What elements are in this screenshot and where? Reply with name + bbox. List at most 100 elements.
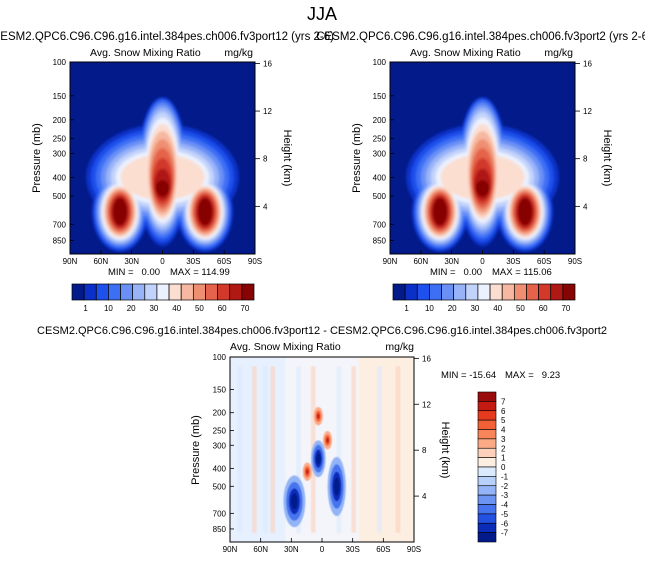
panel-2-units: mg/kg (544, 47, 573, 59)
x-tick-label: 60S (217, 257, 231, 266)
y-tick-label: 100 (53, 58, 67, 67)
x-tick-label: 0 (320, 545, 325, 554)
colorbar-swatch (180, 283, 194, 301)
y2-tick-label: 16 (422, 354, 431, 363)
x-tick-label: 30N (284, 545, 299, 554)
x-tick-label: 30N (124, 257, 139, 266)
diff-streak (395, 366, 401, 533)
panel-1-y2label: Height (km) (281, 130, 293, 187)
y-tick-label: 500 (373, 192, 387, 201)
colorbar-label: 60 (539, 304, 548, 313)
figure-title: JJA (307, 4, 337, 24)
colorbar-swatch (453, 283, 467, 301)
panel-2-max-label: MAX = 115.06 (492, 267, 552, 278)
colorbar-label: 40 (493, 304, 502, 313)
colorbar-swatch (95, 283, 109, 301)
colorbar-swatch (192, 283, 206, 301)
colorbar-swatch (477, 457, 497, 468)
diff-positive (326, 437, 329, 444)
colorbar-swatch (489, 283, 503, 301)
colorbar-label: 5 (501, 416, 506, 425)
panel-3-plot-area (230, 357, 414, 542)
colorbar-swatch (550, 283, 564, 301)
panel-1-axes: 90N 60N 30N 0 30S 60S 90S 100 150 200 250 300 400 500… (53, 58, 273, 266)
colorbar-label: 70 (240, 304, 249, 313)
x-tick-label: 60S (537, 257, 551, 266)
x-tick-label: 0 (160, 257, 165, 266)
y-tick-label: 100 (213, 353, 227, 362)
colorbar-swatch (477, 532, 497, 543)
colorbar-swatch (477, 504, 497, 515)
colorbar-label: 3 (501, 435, 506, 444)
colorbar-swatch (477, 429, 497, 440)
colorbar-label: 1 (83, 304, 88, 313)
colorbar-label: 20 (127, 304, 136, 313)
x-tick-label: 30S (186, 257, 200, 266)
colorbar-swatch (144, 283, 158, 301)
diff-streak (270, 366, 276, 533)
diff-positive (305, 468, 309, 475)
colorbar-swatch (205, 283, 218, 301)
colorbar-swatch (404, 283, 418, 301)
colorbar-swatch (108, 283, 121, 301)
diff-negative (291, 493, 298, 510)
colorbar-label: 60 (218, 304, 227, 313)
contour-lobe (197, 198, 213, 226)
diff-streak (296, 366, 301, 533)
x-tick-label: 90N (383, 257, 398, 266)
colorbar-label: 0 (501, 463, 506, 472)
diff-positive (316, 413, 320, 419)
y2-tick-label: 4 (422, 492, 427, 501)
colorbar-label: 30 (470, 304, 479, 313)
colorbar-swatch (156, 283, 170, 301)
diff-negative (333, 477, 340, 496)
y-tick-label: 300 (373, 150, 387, 159)
colorbar-swatch (71, 283, 85, 301)
panel-1-max-label: MAX = 114.99 (170, 267, 230, 278)
colorbar-label: 50 (195, 304, 204, 313)
panel-2-left-title: Avg. Snow Mixing Ratio (410, 47, 521, 59)
y-tick-label: 150 (373, 92, 387, 101)
y-tick-label: 250 (53, 134, 67, 143)
x-tick-label: 30S (346, 545, 360, 554)
y-tick-label: 200 (53, 116, 67, 125)
panel-3-units: mg/kg (385, 341, 414, 353)
colorbar-swatch (477, 419, 497, 430)
x-tick-label: 30N (444, 257, 459, 266)
colorbar-swatch (526, 283, 539, 301)
colorbar-label: 2 (501, 444, 506, 453)
panel-3: CESM2.QPC6.C96.C96.g16.intel.384pes.ch00… (37, 325, 607, 554)
y2-tick-label: 4 (263, 202, 268, 211)
y2-tick-label: 12 (422, 400, 431, 409)
diff-streak (336, 366, 342, 533)
colorbar-label: -2 (501, 482, 509, 491)
colorbar-swatch (477, 410, 497, 421)
y-tick-label: 200 (213, 409, 227, 418)
contour-tower (155, 180, 170, 197)
diff-streak (237, 366, 242, 533)
colorbar-swatch (241, 283, 255, 301)
y2-tick-label: 12 (583, 107, 592, 116)
x-tick-label: 90S (568, 257, 582, 266)
colorbar-swatch (120, 283, 134, 301)
panel-1-ylabel: Pressure (mb) (31, 123, 43, 193)
y2-tick-label: 16 (583, 59, 592, 68)
colorbar-swatch (416, 283, 430, 301)
panel-1-plot-area (70, 62, 255, 254)
colorbar-swatch (562, 283, 576, 301)
colorbar-swatch (477, 485, 497, 496)
colorbar-swatch (441, 283, 455, 301)
contour-lobe (517, 198, 533, 226)
panel-2-ylabel: Pressure (mb) (351, 123, 363, 193)
y-tick-label: 250 (213, 427, 227, 436)
panel-3-axes: 90N 60N 30N 0 30S 60S 90S 100 150 200 250 300 400 500… (213, 353, 432, 554)
x-tick-label: 60N (93, 257, 108, 266)
colorbar-swatch (168, 283, 182, 301)
colorbar-swatch (132, 283, 146, 301)
panel-3-min-label: MIN = -15.64 (441, 370, 496, 381)
panel-3-ylabel: Pressure (mb) (190, 415, 202, 485)
panel-2: CESM2.QPC6.C96.C96.g16.intel.384pes.ch00… (316, 31, 645, 313)
y-tick-label: 700 (373, 220, 387, 229)
diff-band (358, 357, 414, 542)
y-tick-label: 700 (53, 220, 67, 229)
